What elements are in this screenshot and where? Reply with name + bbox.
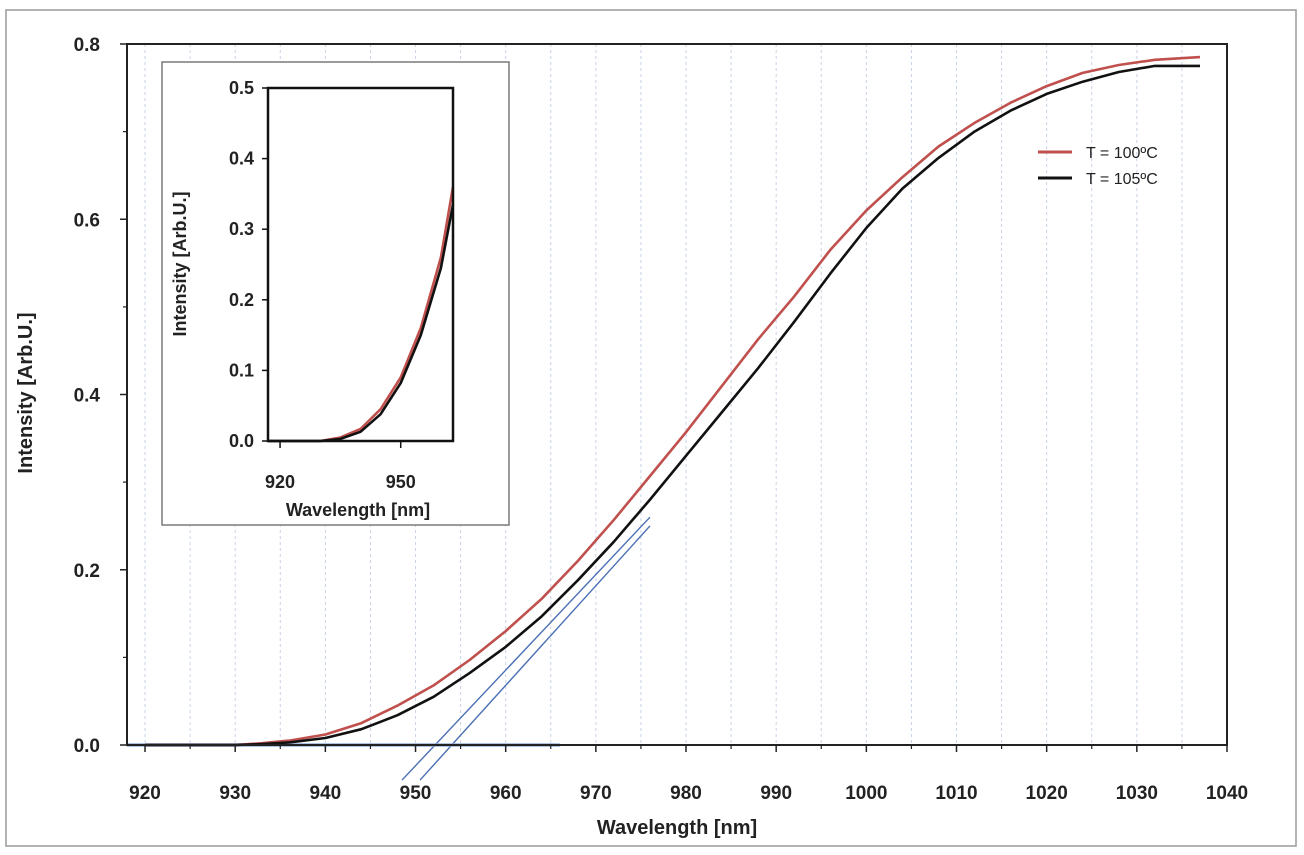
x-tick-label: 950 <box>400 783 432 804</box>
y-tick-label: 0.6 <box>74 210 100 231</box>
x-tick-label: 920 <box>129 783 161 804</box>
y-tick-label: 0.8 <box>74 35 100 56</box>
x-tick-label: 1020 <box>1026 783 1068 804</box>
x-tick-label: 980 <box>670 783 702 804</box>
inset-y-tick-label: 0.1 <box>229 360 254 380</box>
x-tick-label: 960 <box>490 783 522 804</box>
main-x-axis-title: Wavelength [nm] <box>597 817 757 839</box>
inset-y-tick-label: 0.3 <box>229 219 254 239</box>
main-y-axis-title: Intensity [Arb.U.] <box>15 312 37 473</box>
y-tick-label: 0.2 <box>74 561 100 582</box>
x-tick-label: 940 <box>310 783 342 804</box>
fit-line <box>419 525 651 781</box>
inset-frame <box>161 61 510 526</box>
fit-line <box>401 516 651 781</box>
main-y-axis: 0.0 0.2 0.4 0.6 0.8 <box>74 35 127 757</box>
x-tick-label: 1030 <box>1116 783 1158 804</box>
inset-x-axis: 920 950 <box>265 441 416 492</box>
x-tick-label: 1040 <box>1206 783 1248 804</box>
series-line-t100 <box>145 55 1201 747</box>
legend-label-t105: T = 105ºC <box>1086 171 1158 188</box>
y-tick-label: 0.0 <box>74 736 100 757</box>
inset-x-tick-label: 950 <box>386 472 416 492</box>
x-tick-label: 930 <box>219 783 251 804</box>
main-x-axis: 920 930 940 950 960 970 980 990 1000 1010 1020 1030… <box>129 745 1248 804</box>
inset-x-tick-label: 920 <box>265 472 295 492</box>
x-tick-label: 1000 <box>845 783 887 804</box>
inset-y-tick-label: 0.4 <box>229 149 254 169</box>
legend-label-t100: T = 100ºC <box>1086 145 1158 162</box>
inset-y-tick-label: 0.2 <box>229 290 254 310</box>
x-tick-label: 990 <box>760 783 792 804</box>
inset-y-tick-label: 0.0 <box>229 431 254 451</box>
inset-y-axis-title: Intensity [Arb.U.] <box>170 191 190 336</box>
x-tick-label: 1010 <box>935 783 977 804</box>
main-series-group <box>145 55 1201 747</box>
legend: T = 100ºC T = 105ºC <box>1038 145 1158 188</box>
inset-y-axis: 0.0 0.1 0.2 0.3 0.4 0.5 <box>229 78 268 451</box>
inset-x-axis-title: Wavelength [nm] <box>286 500 430 520</box>
x-tick-label: 970 <box>580 783 612 804</box>
inset-chart: 920 950 0.0 0.1 0.2 0.3 0.4 0.5 Wavelength [nm… <box>161 61 510 526</box>
y-tick-label: 0.4 <box>74 386 101 407</box>
inset-y-tick-label: 0.5 <box>229 78 254 98</box>
inset-plot-border <box>266 86 455 443</box>
series-line-t105 <box>145 64 1200 747</box>
